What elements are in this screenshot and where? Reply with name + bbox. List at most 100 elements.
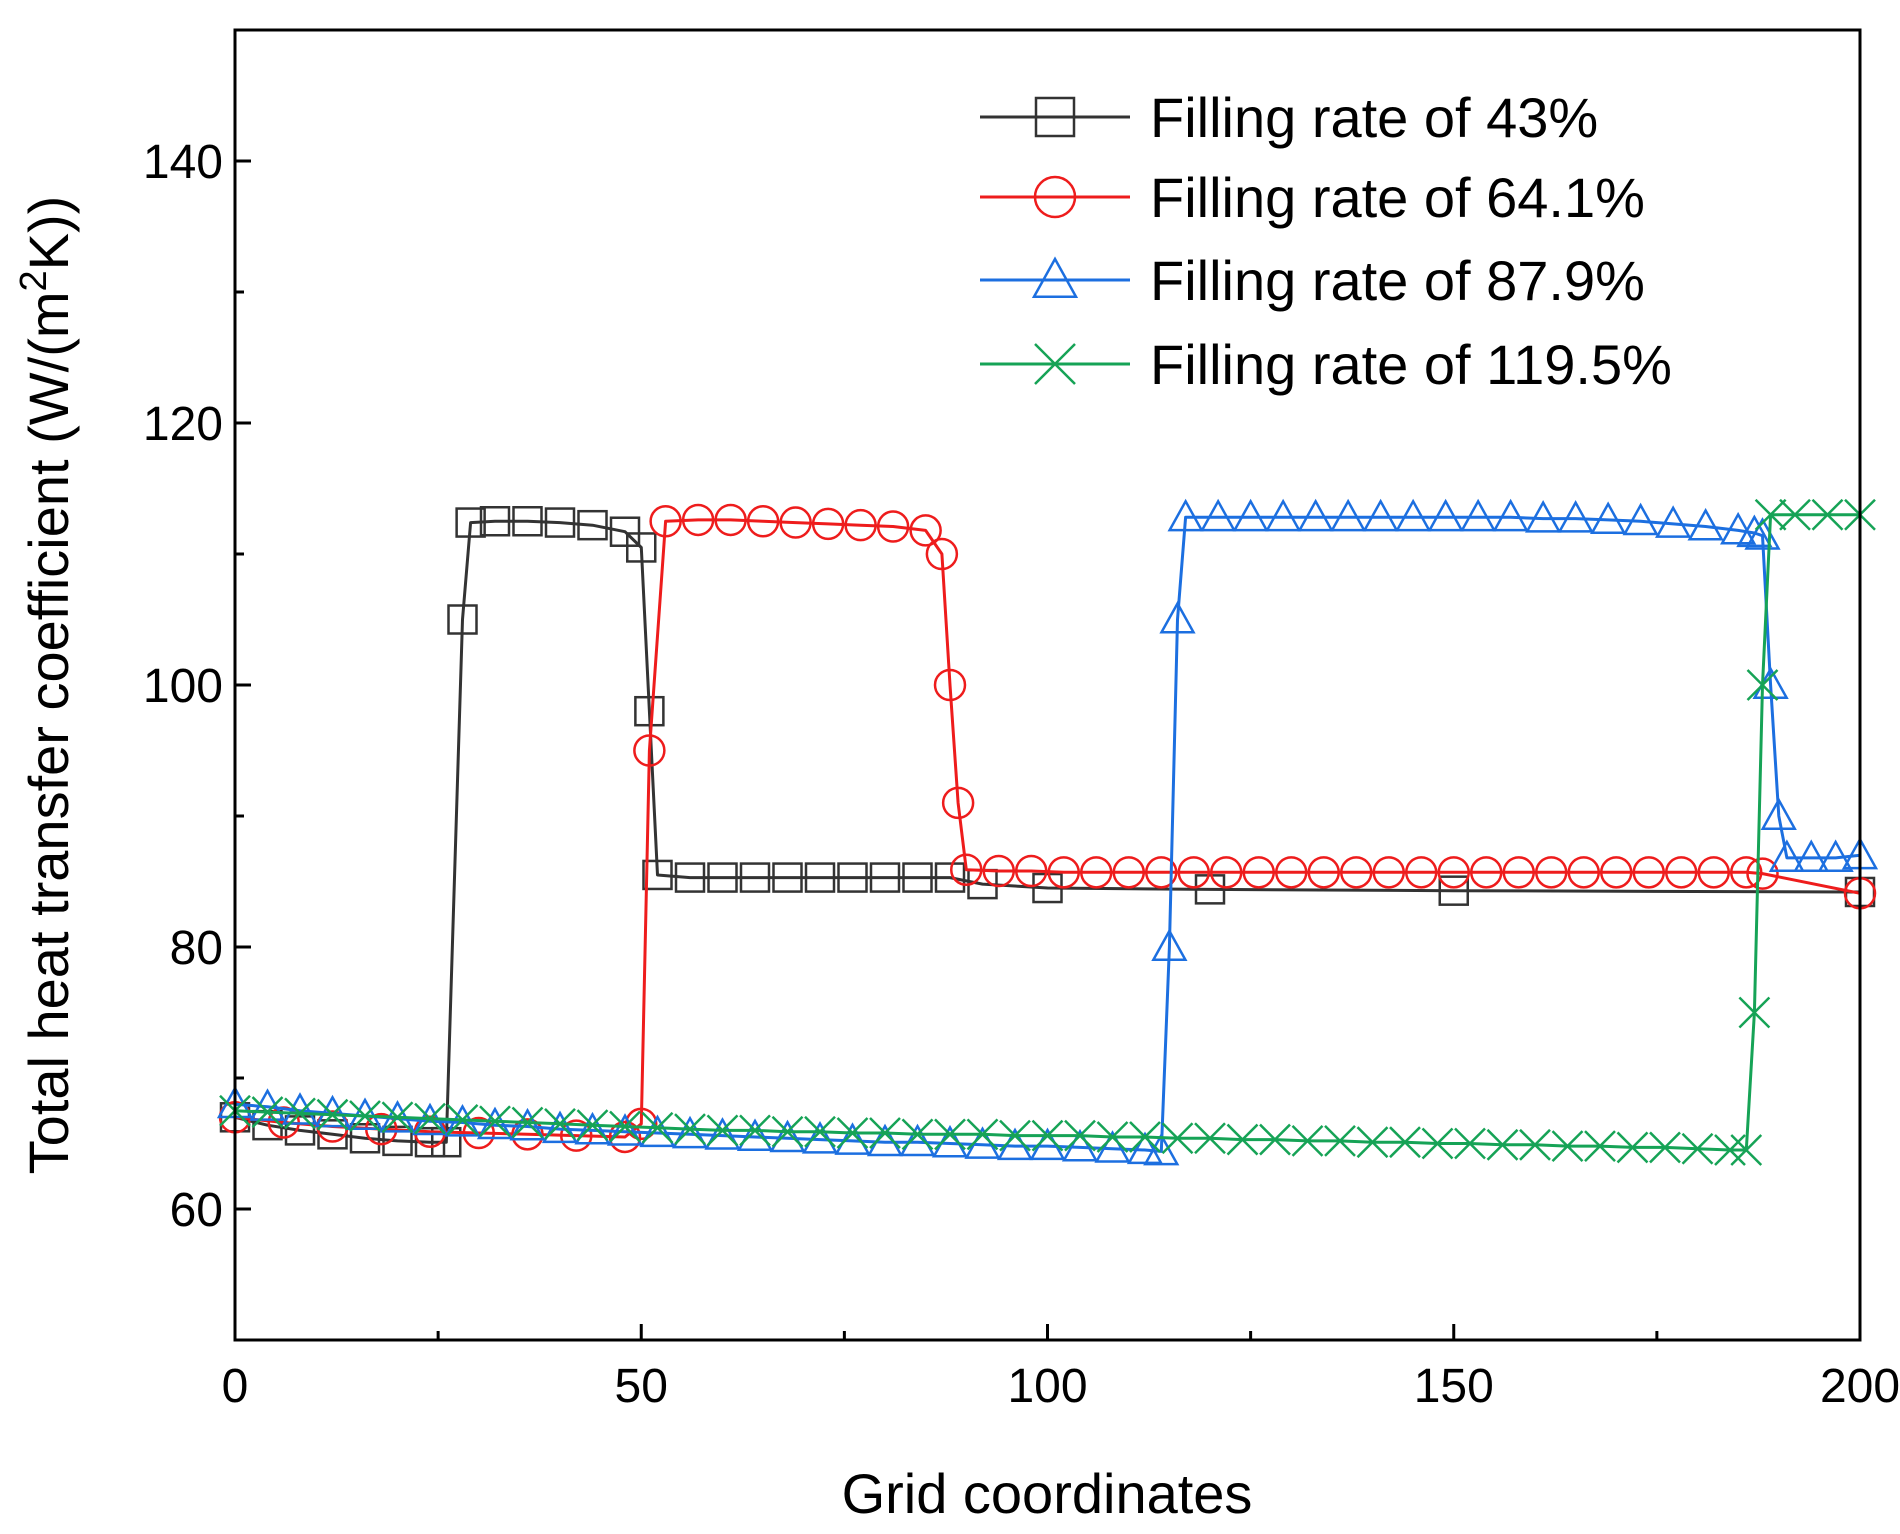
- x-marker-stroke: [1161, 1122, 1194, 1155]
- circle-marker: [1535, 856, 1568, 889]
- x-marker: [804, 1115, 836, 1148]
- triangle-marker: [1232, 498, 1269, 532]
- x-marker-stroke: [836, 1117, 869, 1149]
- x-marker-stroke: [511, 1106, 544, 1139]
- circle-marker: [1242, 856, 1275, 889]
- x-marker-stroke: [1811, 498, 1844, 531]
- x-marker: [706, 1114, 739, 1147]
- y-tick-label: 140: [143, 136, 223, 189]
- legend-label: Filling rate of 119.5%: [1150, 333, 1672, 396]
- x-marker: [836, 1117, 869, 1149]
- x-marker-stroke: [1129, 1121, 1161, 1153]
- square-marker: [707, 862, 738, 893]
- x-marker: [999, 1119, 1031, 1152]
- series-line: [234, 519, 1861, 1144]
- x-marker: [1681, 1132, 1714, 1165]
- circle-marker: [1697, 856, 1730, 889]
- x-marker-stroke: [414, 1102, 446, 1135]
- triangle-marker: [314, 1094, 351, 1128]
- triangle-marker: [1492, 498, 1529, 532]
- triangle-marker: [1330, 498, 1367, 532]
- square-marker: [739, 862, 771, 893]
- square-marker: [642, 859, 673, 891]
- circle-marker: [1372, 856, 1405, 889]
- square-marker: [512, 506, 543, 537]
- square-marker: [772, 862, 803, 893]
- square-marker: [902, 862, 933, 893]
- x-marker-stroke: [641, 1111, 674, 1144]
- legend-item: Filling rate of 119.5%: [980, 333, 1672, 396]
- series-line: [234, 515, 1861, 1153]
- x-marker: [1714, 1134, 1746, 1166]
- circle-marker: [933, 668, 967, 702]
- x-marker: [1738, 996, 1771, 1029]
- triangle-marker: [639, 1114, 676, 1148]
- square-marker: [447, 604, 478, 635]
- triangle-marker: [1817, 839, 1854, 872]
- triangle-marker: [1525, 500, 1562, 533]
- x-marker-stroke: [804, 1115, 836, 1148]
- x-marker-stroke: [316, 1098, 349, 1131]
- triangle-marker: [1557, 500, 1594, 533]
- circle-marker: [746, 505, 780, 538]
- triangle-marker: [1720, 511, 1757, 545]
- x-marker: [1811, 498, 1844, 531]
- triangle-marker: [899, 1123, 936, 1157]
- circle-marker: [1730, 856, 1763, 889]
- x-marker: [479, 1105, 511, 1138]
- x-tick-label: 100: [1007, 1360, 1087, 1413]
- circle-marker: [1033, 175, 1077, 219]
- series-line: [234, 518, 1861, 1139]
- x-marker-stroke: [1031, 1119, 1064, 1152]
- legend-label: Filling rate of 43%: [1150, 86, 1598, 149]
- triangle-marker: [1460, 498, 1497, 532]
- circle-marker: [511, 1118, 544, 1151]
- circle-marker: [649, 505, 682, 538]
- x-marker-stroke: [869, 1117, 901, 1149]
- square-marker: [284, 1115, 316, 1146]
- square-marker: [431, 1126, 462, 1158]
- triangle-marker: [1143, 1132, 1180, 1166]
- series-triangle: [216, 498, 1879, 1166]
- triangle-marker: [1395, 498, 1432, 532]
- x-marker: [966, 1118, 999, 1151]
- legend-label: Filling rate of 87.9%: [1150, 249, 1645, 312]
- triangle-marker: [1167, 498, 1204, 532]
- x-marker-stroke: [1194, 1122, 1226, 1155]
- x-marker: [674, 1113, 706, 1145]
- circle-marker: [608, 1120, 642, 1154]
- x-marker: [544, 1107, 576, 1140]
- triangle-marker: [736, 1118, 774, 1151]
- square-marker: [869, 862, 901, 893]
- x-marker: [251, 1096, 284, 1128]
- y-tick-label: 60: [170, 1184, 223, 1237]
- triangle-marker: [574, 1111, 611, 1145]
- x-marker: [1291, 1124, 1324, 1157]
- x-marker-stroke: [1681, 1132, 1714, 1165]
- circle-marker: [876, 510, 910, 543]
- x-marker-stroke: [706, 1114, 739, 1147]
- circle-marker: [1275, 856, 1308, 889]
- circle-marker: [1112, 856, 1145, 889]
- x-marker: [316, 1098, 349, 1131]
- square-marker: [837, 862, 868, 893]
- ticks-layer: 0 50 100 150 200 60 80 100 120 140: [143, 136, 1900, 1413]
- x-tick-label: 50: [615, 1360, 668, 1413]
- circle-marker: [982, 854, 1015, 888]
- circle-marker: [1405, 856, 1438, 889]
- x-marker: [1519, 1128, 1551, 1161]
- x-marker-stroke: [1356, 1126, 1389, 1159]
- circle-marker: [1437, 856, 1470, 889]
- circle-marker: [633, 734, 666, 767]
- x-marker-stroke: [284, 1097, 316, 1130]
- triangle-marker: [1362, 498, 1399, 532]
- x-marker-stroke: [1324, 1124, 1356, 1157]
- x-marker-stroke: [1584, 1130, 1616, 1163]
- square-marker: [1438, 875, 1469, 906]
- series-square: [219, 506, 1876, 1158]
- x-marker: [1226, 1123, 1259, 1156]
- circle-marker: [462, 1116, 495, 1150]
- triangle-marker: [1590, 501, 1627, 534]
- series-x: [219, 498, 1876, 1166]
